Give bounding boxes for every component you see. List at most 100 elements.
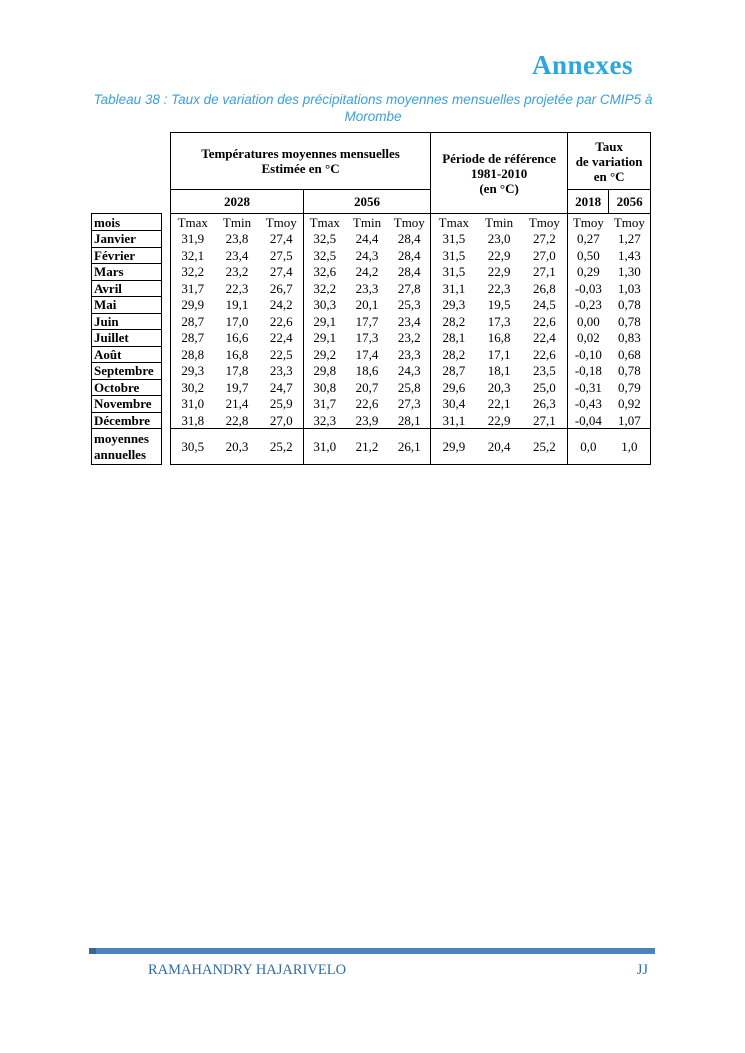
col-header-tmax: Tmax bbox=[170, 213, 215, 231]
temp-value-cell: 22,4 bbox=[532, 330, 556, 346]
reference-title: Période de référence bbox=[442, 150, 556, 166]
temp-value-cell: 17,3 bbox=[487, 313, 511, 329]
temp-value-cell: 22,6 bbox=[532, 313, 556, 329]
annual-means-row: moyennes annuelles 30,5 20,3 25,2 31,0 2… bbox=[91, 428, 652, 465]
col-header-tmax: Tmax bbox=[303, 213, 346, 231]
reference-unit: (en °C) bbox=[479, 180, 519, 196]
temp-value-cell: 29,6 bbox=[430, 379, 477, 396]
footer-author: RAMAHANDRY HAJARIVELO bbox=[148, 962, 347, 978]
temp-value-cell: 21,2 bbox=[345, 428, 389, 465]
col-header-tmoy: Tmoy bbox=[528, 214, 560, 230]
temp-value-cell: 28,7 bbox=[170, 329, 215, 346]
temp-value-cell: 31,7 bbox=[303, 395, 346, 412]
temp-value-cell: 24,7 bbox=[269, 379, 293, 395]
temp-value-cell: 17,1 bbox=[487, 346, 511, 362]
spacer-cell bbox=[162, 363, 171, 380]
temp-value-cell: 22,9 bbox=[487, 247, 511, 263]
temp-value-cell: 28,4 bbox=[397, 264, 421, 280]
variation-year-2018-header: 2018 bbox=[567, 189, 610, 214]
month-cell: Janvier bbox=[91, 230, 162, 248]
table-row: Janvier 31,9 23,8 27,4 32,5 24,4 28,4 31… bbox=[91, 230, 652, 248]
variation-value-cell: 0,92 bbox=[608, 395, 652, 412]
table-row: Juillet 28,7 16,6 22,4 29,1 17,3 23,2 28… bbox=[91, 329, 652, 347]
temp-value-cell: 32,6 bbox=[303, 263, 346, 280]
temp-value-cell: 19,5 bbox=[487, 297, 511, 313]
temp-value-cell: 22,8 bbox=[225, 412, 249, 428]
temp-value-cell: 22,4 bbox=[269, 330, 293, 346]
temp-value-cell: 28,8 bbox=[170, 346, 215, 363]
temp-value-cell: 30,3 bbox=[303, 296, 346, 313]
temp-group-header: Températures moyennes mensuelles Estimée… bbox=[169, 132, 432, 190]
temp-value-cell: 29,1 bbox=[303, 313, 346, 330]
variation-value-cell: 1,07 bbox=[608, 412, 652, 429]
temp-value-cell: 22,9 bbox=[487, 412, 511, 428]
temp-value-cell: 24,5 bbox=[532, 297, 556, 313]
header-row-columns: mois Tmax Tmin Tmoy Tmax Tmin Tmoy Tmax … bbox=[91, 213, 652, 231]
table-row: Avril 31,7 22,3 26,7 32,2 23,3 27,8 31,1… bbox=[91, 279, 652, 297]
temp-value-cell: 29,1 bbox=[303, 329, 346, 346]
temp-value-cell: 25,8 bbox=[397, 379, 421, 395]
temp-value-cell: 23,8 bbox=[225, 231, 249, 247]
variation-value-cell: 0,29 bbox=[567, 263, 609, 280]
temp-group-title: Températures moyennes mensuelles bbox=[201, 146, 400, 161]
temp-value-cell: 26,8 bbox=[532, 280, 556, 296]
temp-value-cell: 19,1 bbox=[225, 297, 249, 313]
temp-value-cell: 23,2 bbox=[225, 264, 249, 280]
temp-value-cell: 22,6 bbox=[532, 346, 556, 362]
month-cell: Novembre bbox=[91, 395, 162, 413]
variation-value-cell: 1,27 bbox=[608, 230, 652, 247]
temp-value-cell: 24,2 bbox=[355, 264, 379, 280]
temp-value-cell: 30,8 bbox=[303, 379, 346, 396]
variation-value-cell: -0,10 bbox=[567, 346, 609, 363]
temp-value-cell: 32,1 bbox=[170, 247, 215, 264]
page-title: Annexes bbox=[531, 50, 633, 80]
temp-value-cell: 24,4 bbox=[355, 231, 379, 247]
spacer-cell bbox=[162, 280, 171, 297]
temp-value-cell: 29,3 bbox=[170, 362, 215, 379]
temp-value-cell: 27,2 bbox=[532, 231, 556, 247]
temp-value-cell: 27,8 bbox=[397, 280, 421, 296]
variation-value-cell: 0,78 bbox=[608, 313, 652, 330]
temp-value-cell: 31,8 bbox=[170, 412, 215, 429]
temp-value-cell: 18,1 bbox=[487, 363, 511, 379]
table-row: Mars 32,2 23,2 27,4 32,6 24,2 28,4 31,5 … bbox=[91, 263, 652, 281]
temp-value-cell: 25,2 bbox=[521, 428, 568, 465]
temp-value-cell: 28,7 bbox=[170, 313, 215, 330]
temp-value-cell: 23,3 bbox=[397, 346, 421, 362]
variation-title-line2: de variation bbox=[575, 153, 643, 169]
header-row-groups: Températures moyennes mensuelles Estimée… bbox=[92, 132, 652, 214]
variation-value-cell: 0,78 bbox=[608, 296, 652, 313]
temp-value-cell: 28,1 bbox=[397, 412, 421, 428]
temp-value-cell: 24,3 bbox=[355, 247, 379, 263]
variation-value-cell: -0,43 bbox=[567, 395, 609, 412]
table-row: Octobre 30,2 19,7 24,7 30,8 20,7 25,8 29… bbox=[91, 378, 652, 396]
variation-value-cell: 0,02 bbox=[567, 329, 609, 346]
variation-value-cell: -0,18 bbox=[567, 362, 609, 379]
temp-value-cell: 31,0 bbox=[170, 395, 215, 412]
temp-value-cell: 22,5 bbox=[269, 346, 293, 362]
month-cell: Avril bbox=[91, 279, 162, 297]
variation-value-cell: 1,30 bbox=[608, 263, 652, 280]
temp-value-cell: 20,3 bbox=[214, 428, 260, 465]
col-header-tmin: Tmin bbox=[484, 214, 514, 230]
temp-value-cell: 20,3 bbox=[487, 379, 511, 395]
temp-value-cell: 23,0 bbox=[487, 231, 511, 247]
variation-value-cell: 0,78 bbox=[608, 362, 652, 379]
table-row: Septembre 29,3 17,8 23,3 29,8 18,6 24,3 … bbox=[91, 362, 652, 380]
temp-value-cell: 32,3 bbox=[303, 412, 346, 429]
temp-value-cell: 32,5 bbox=[303, 230, 346, 247]
temp-value-cell: 29,3 bbox=[430, 296, 477, 313]
temp-value-cell: 25,0 bbox=[532, 379, 556, 395]
temp-value-cell: 27,4 bbox=[269, 231, 293, 247]
spacer-cell bbox=[162, 297, 171, 314]
temp-value-cell: 22,3 bbox=[225, 280, 249, 296]
col-header-tmin: Tmin bbox=[222, 214, 252, 230]
temp-value-cell: 30,2 bbox=[170, 379, 215, 396]
month-cell: Août bbox=[91, 345, 162, 363]
spacer-cell bbox=[162, 429, 171, 465]
temp-value-cell: 21,4 bbox=[225, 396, 249, 412]
spacer-cell bbox=[162, 133, 171, 190]
spacer-cell bbox=[162, 396, 171, 413]
month-cell: Septembre bbox=[91, 362, 162, 380]
